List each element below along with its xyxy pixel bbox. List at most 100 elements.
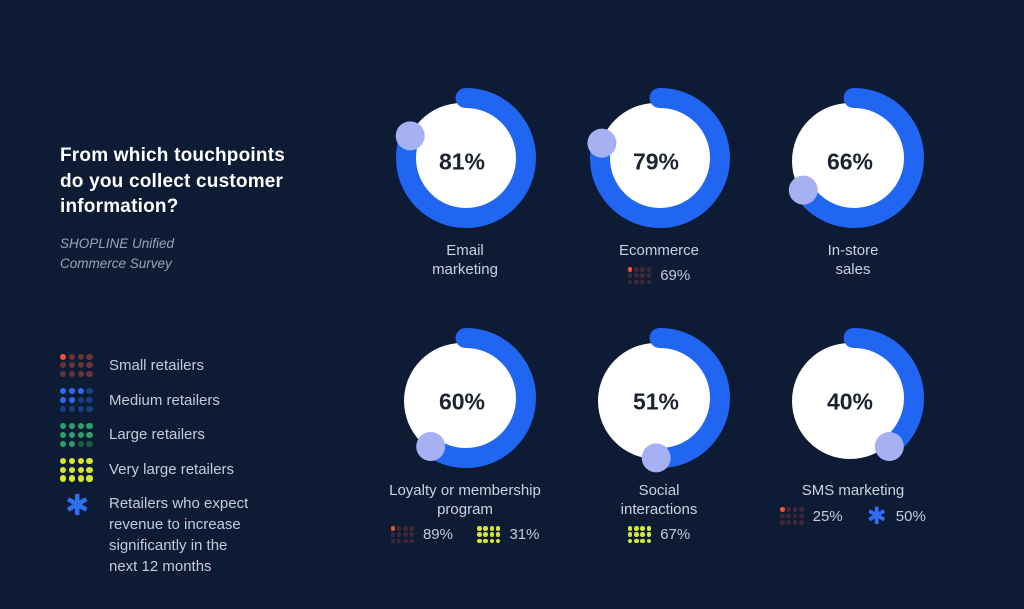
donut-arc <box>396 88 536 228</box>
dot <box>86 388 93 395</box>
legend-item-large: Large retailers <box>60 423 360 447</box>
donut-percent-value: 66% <box>827 148 873 174</box>
dot <box>646 526 652 531</box>
legend-item-medium: Medium retailers <box>60 388 360 412</box>
dot <box>86 457 93 464</box>
donut-substats: 25% ✱ 50% <box>780 502 926 530</box>
dot <box>640 279 645 285</box>
donut-endcap <box>874 432 904 461</box>
donut-face <box>792 103 908 219</box>
substat-small: 25% <box>780 507 843 525</box>
donut-substats: 89% 31% <box>390 526 539 544</box>
donut-card-email-marketing: 81% Email marketing <box>368 78 562 318</box>
dot <box>495 526 501 531</box>
legend-small-retailers-icon <box>60 353 93 378</box>
dot <box>634 532 639 537</box>
dot <box>409 532 414 537</box>
dot <box>86 440 93 447</box>
dot <box>68 475 75 482</box>
substat-value: 89% <box>422 526 453 544</box>
donut-endcap <box>587 128 617 158</box>
donut-substats: 69% <box>627 267 690 285</box>
legend-label: Very large retailers <box>109 461 235 479</box>
donut-gauge: 60% <box>396 328 536 468</box>
dot <box>86 353 93 360</box>
dot <box>640 526 645 531</box>
donut-face <box>792 343 908 459</box>
dot <box>60 362 67 369</box>
dot <box>77 466 84 473</box>
substat-value: 25% <box>812 507 843 525</box>
dot <box>77 362 84 369</box>
dot <box>68 423 75 430</box>
dot <box>60 405 67 412</box>
dot <box>799 519 804 525</box>
donut-grid: 81% Email marketing 79% Ecommerce 69% 66% In-s… <box>368 78 950 558</box>
dot <box>68 388 75 395</box>
donut-card-loyalty-or-membership-program: 60% Loyalty or membership program 89% 31% <box>368 318 562 558</box>
donut-label: In-store sales <box>827 242 879 278</box>
legend-label: Small retailers <box>109 356 205 374</box>
dot <box>489 532 495 537</box>
dot <box>403 526 408 531</box>
asterisk-icon: ✱ <box>866 502 887 530</box>
donut-percent-value: 40% <box>827 388 873 414</box>
dot <box>60 440 67 447</box>
donut-card-in-store-sales: 66% In-store sales <box>756 78 950 318</box>
mini-very_large-retailers-icon <box>627 526 652 544</box>
dot <box>60 388 67 395</box>
dot <box>60 423 67 430</box>
donut-gauge: 40% <box>784 328 924 468</box>
donut-percent-value: 81% <box>439 148 485 174</box>
donut-label: Ecommerce <box>618 242 700 259</box>
dot <box>646 532 652 537</box>
dot <box>409 526 414 531</box>
donut-percent-value: 51% <box>633 388 679 414</box>
legend-icon-box <box>60 353 94 378</box>
dot <box>77 371 84 378</box>
dot <box>68 440 75 447</box>
donut-card-sms-marketing: 40% SMS marketing 25% ✱ 50% <box>756 318 950 558</box>
dot <box>77 388 84 395</box>
dot <box>640 267 645 272</box>
dot <box>634 526 639 531</box>
dot <box>68 371 75 378</box>
dot <box>634 273 639 278</box>
dot <box>477 526 482 531</box>
dot <box>627 526 633 531</box>
donut-face <box>404 343 520 459</box>
donut-percent-value: 60% <box>439 388 485 414</box>
donut-endcap <box>788 175 818 205</box>
dot <box>68 431 75 438</box>
dot <box>483 538 488 544</box>
dot <box>495 538 501 544</box>
dot <box>477 538 482 544</box>
dot <box>483 532 488 537</box>
legend-very_large-retailers-icon <box>60 457 93 482</box>
legend-item-asterisk: ✱ Retailers who expect revenue to increas… <box>60 490 360 577</box>
dot <box>786 513 792 519</box>
dot <box>77 475 84 482</box>
dot <box>646 267 652 272</box>
dot <box>627 279 633 285</box>
mini-small-retailers-icon <box>390 526 414 544</box>
legend: Small retailers Medium retailers Large ret… <box>60 353 360 577</box>
donut-face <box>598 103 714 219</box>
dot <box>396 538 402 544</box>
dot <box>646 538 652 544</box>
dot <box>627 538 633 544</box>
donut-substats: 67% <box>627 526 690 544</box>
legend-icon-box <box>60 388 94 412</box>
dot <box>489 526 495 531</box>
donut-gauge: 81% <box>395 88 536 228</box>
dot <box>489 538 495 544</box>
substat-small: 89% <box>390 526 453 544</box>
donut-gauge: 79% <box>587 88 730 228</box>
source-note: SHOPLINE Unified Commerce Survey <box>60 235 175 271</box>
donut-endcap <box>395 121 425 151</box>
dot <box>60 457 67 464</box>
dot <box>799 507 804 513</box>
donut-label: Social interactions <box>620 482 698 518</box>
dot <box>77 440 84 447</box>
